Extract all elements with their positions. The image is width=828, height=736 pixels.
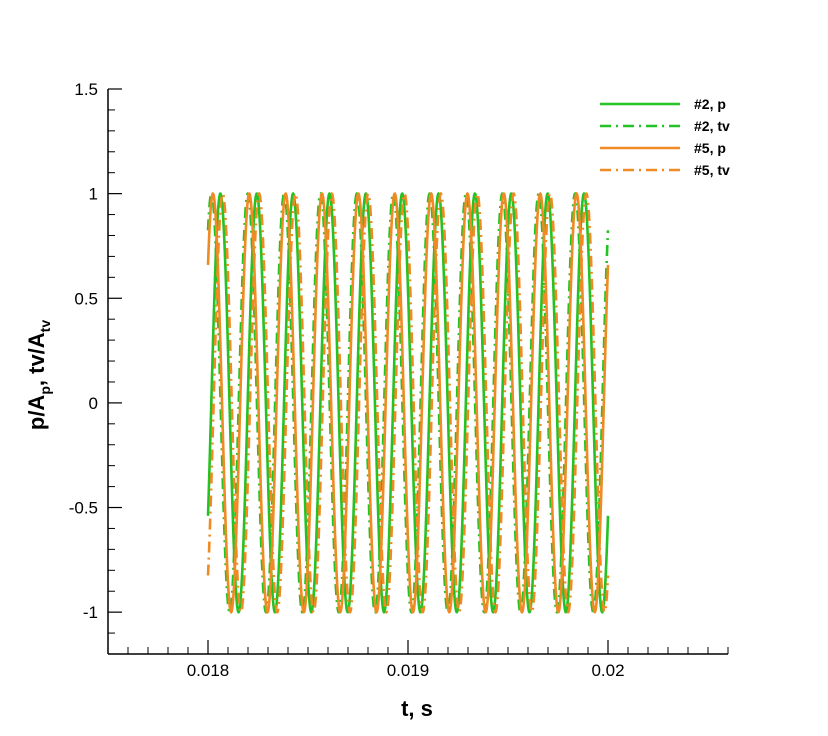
series-layer (206, 191, 610, 614)
tick-layer: -1 -0.5 0 0.5 1 1.5 0.018 0.019 0.02 (69, 80, 729, 680)
y-tick-label: 0.5 (74, 289, 98, 308)
y-axis-label-part: , tv/A (24, 332, 49, 386)
y-axis-label-subscript: tv (37, 320, 53, 333)
series-line-3 (206, 191, 610, 614)
x-axis-label: t, s (401, 696, 433, 721)
y-axis-label: p/Ap, tv/Atv (24, 320, 53, 430)
legend-label: #5, tv (694, 162, 730, 178)
y-tick-label: 0 (89, 394, 98, 413)
x-tick-label: 0.02 (591, 661, 624, 680)
x-tick-label: 0.018 (187, 661, 230, 680)
y-tick-label: -0.5 (69, 499, 98, 518)
series-line-4 (206, 191, 610, 614)
y-tick-label: 1 (89, 185, 98, 204)
y-tick-label: 1.5 (74, 80, 98, 99)
y-axis-label-subscript: p (37, 386, 53, 395)
legend-label: #5, p (694, 140, 726, 156)
legend: #2, p #2, tv #5, p #5, tv (600, 96, 730, 178)
series-line-1 (206, 191, 610, 614)
y-tick-label: -1 (83, 603, 98, 622)
x-tick-label: 0.019 (387, 661, 430, 680)
y-axis-label-part: p/A (24, 395, 49, 431)
legend-label: #2, p (694, 96, 726, 112)
plot-axes (107, 89, 728, 655)
series-line-2 (206, 191, 610, 614)
legend-label: #2, tv (694, 118, 730, 134)
